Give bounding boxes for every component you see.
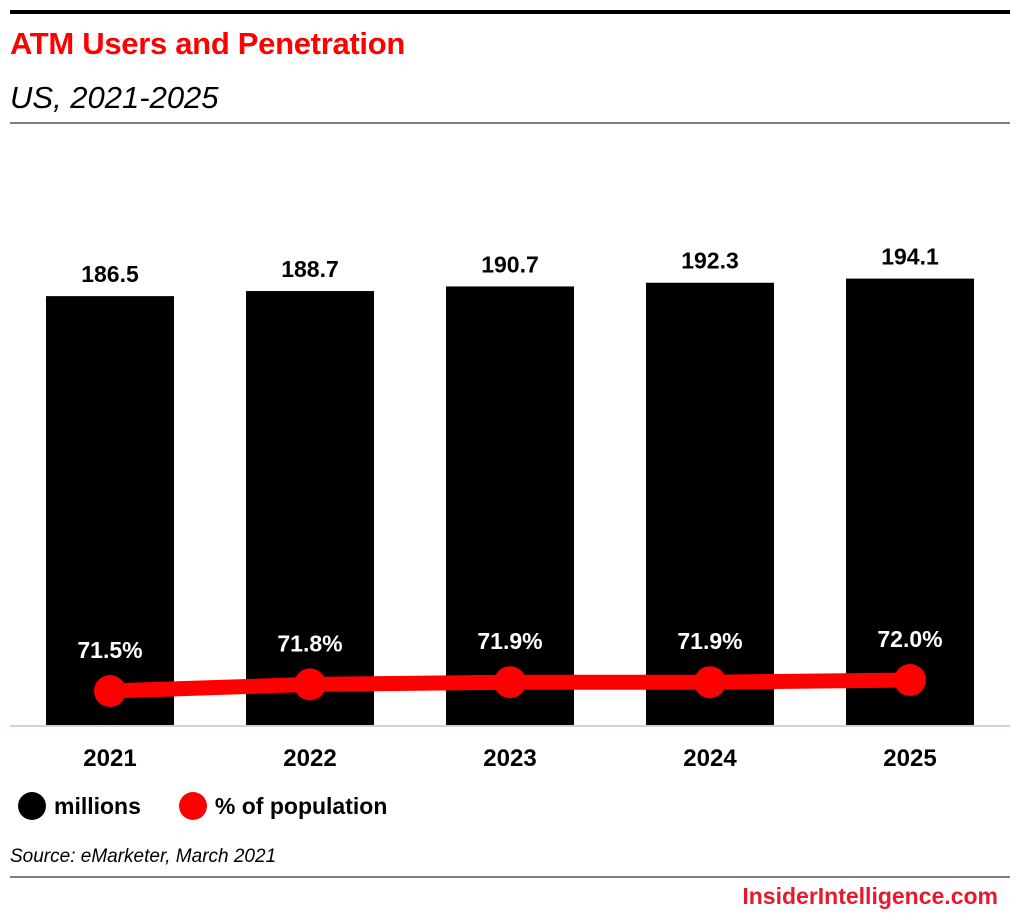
footer-divider: [10, 876, 1010, 878]
x-axis-labels: 2021 2022 2023 2024 2025: [83, 745, 936, 772]
line-value-label: 71.8%: [277, 630, 342, 656]
line-point-2024: [694, 666, 726, 699]
line-series: [94, 664, 926, 707]
legend-item-population: % of population: [178, 792, 388, 820]
bar-2024: [646, 282, 774, 726]
line-value-labels: 71.5% 71.8% 71.9% 71.9% 72.0%: [77, 626, 942, 663]
line-point-2023: [494, 666, 526, 699]
line-value-label: 71.9%: [477, 628, 542, 654]
line-value-label: 71.5%: [77, 637, 142, 663]
x-tick-label: 2023: [483, 745, 536, 772]
line-point-2025: [894, 664, 926, 696]
legend-item-millions: millions: [18, 792, 141, 820]
legend-label: % of population: [214, 792, 388, 819]
top-rule: [10, 10, 1010, 14]
bar-value-label: 186.5: [81, 261, 139, 287]
chart-title: ATM Users and Penetration: [10, 26, 406, 61]
line-value-label: 72.0%: [877, 626, 942, 652]
source-note: Source: eMarketer, March 2021: [10, 846, 277, 867]
x-tick-label: 2021: [83, 745, 136, 772]
brand-logo: InsiderIntelligence.com: [742, 883, 998, 909]
x-tick-label: 2024: [683, 745, 737, 772]
bar-value-label: 192.3: [681, 248, 739, 274]
bar-2025: [846, 278, 974, 726]
bar-value-labels: 186.5 188.7 190.7 192.3 194.1: [81, 244, 939, 288]
legend-swatch-black-circle-icon: [18, 792, 46, 820]
subtitle-divider: [10, 122, 1010, 124]
legend-label: millions: [54, 792, 141, 819]
x-tick-label: 2022: [283, 745, 336, 772]
bar-2021: [46, 296, 174, 726]
legend-swatch-red-circle-icon: [178, 792, 207, 820]
chart-subtitle: US, 2021-2025: [10, 80, 219, 115]
legend: millions % of population: [18, 792, 425, 820]
line-value-label: 71.9%: [677, 628, 742, 654]
line-point-2021: [94, 675, 126, 707]
bar-value-label: 190.7: [481, 251, 539, 277]
bar-value-label: 194.1: [881, 244, 939, 270]
x-tick-label: 2025: [883, 745, 936, 772]
bar-2022: [246, 291, 374, 726]
line-point-2022: [294, 668, 326, 701]
bar-2023: [446, 286, 574, 726]
bar-series: [46, 278, 974, 726]
bar-value-label: 188.7: [281, 256, 339, 282]
